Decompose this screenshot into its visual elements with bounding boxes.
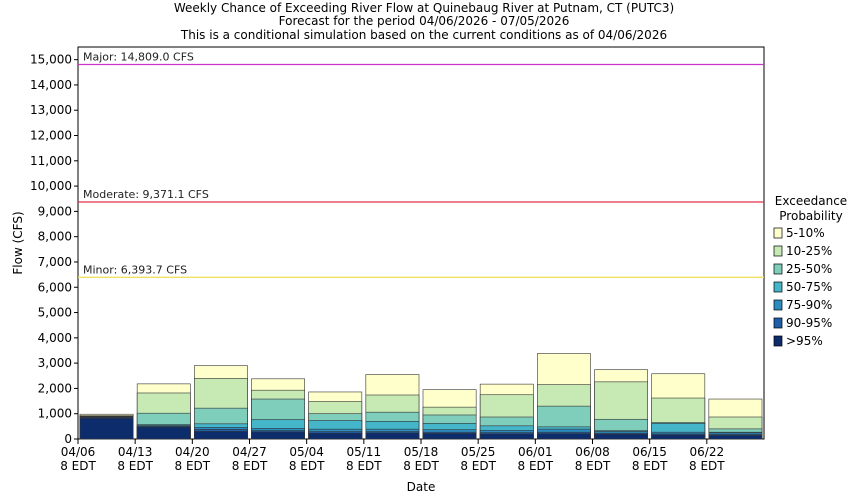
chart-title-line-2: Forecast for the period 04/06/2026 - 07/… [279, 14, 570, 28]
legend-swatch [773, 227, 783, 239]
legend-swatch [773, 263, 783, 275]
x-tick-label: 06/01 [518, 445, 553, 459]
x-tick-label: 04/06 [61, 445, 96, 459]
y-tick-label: 6,000 [38, 280, 72, 294]
x-tick-sublabel: 8 EDT [289, 459, 325, 473]
bar-05-25-95 [479, 433, 534, 440]
legend-title-line-1: Exceedance [775, 194, 847, 208]
bar-04-13-95 [136, 426, 191, 440]
legend-label: 5-10% [786, 226, 825, 240]
legend-label: 50-75% [786, 280, 832, 294]
bar-04-20-95 [194, 431, 248, 440]
legend-swatch [773, 281, 783, 293]
bar-05-04-95 [308, 432, 363, 440]
bar-05-18-95 [422, 433, 477, 440]
y-tick-label: 5,000 [38, 306, 72, 320]
chart-title-line-1: Weekly Chance of Exceeding River Flow at… [174, 1, 674, 15]
plot-area [77, 46, 765, 440]
x-tick-label: 06/15 [632, 445, 667, 459]
legend-label: >95% [786, 334, 823, 348]
y-tick-label: 14,000 [30, 78, 72, 92]
x-tick-sublabel: 8 EDT [175, 459, 211, 473]
x-tick-sublabel: 8 EDT [460, 459, 496, 473]
y-tick-label: 7,000 [38, 255, 72, 269]
x-tick-sublabel: 8 EDT [346, 459, 382, 473]
y-axis-label: Flow (CFS) [11, 211, 25, 274]
bar-06-01-95 [537, 433, 591, 440]
x-tick-sublabel: 8 EDT [689, 459, 725, 473]
reference-lines: Major: 14,809.0 CFS Moderate: 9,371.1 CFS… [78, 50, 764, 278]
chart-title-line-3: This is a conditional simulation based o… [180, 28, 667, 42]
x-tick-label: 05/18 [404, 445, 439, 459]
x-tick-label: 04/20 [175, 445, 210, 459]
x-tick-label: 05/11 [347, 445, 382, 459]
x-tick-label: 06/08 [575, 445, 610, 459]
chart-title: Weekly Chance of Exceeding River Flow at… [174, 1, 674, 42]
y-tick-label: 8,000 [38, 230, 72, 244]
bars [79, 353, 763, 440]
bar-04-27-95 [251, 431, 305, 440]
legend: Exceedance Probability 5-10% 10-25% 25-50%… [773, 194, 847, 348]
y-tick-label: 15,000 [30, 53, 72, 67]
legend-label: 90-95% [786, 316, 832, 330]
legend-label: 10-25% [786, 244, 832, 258]
bar-06-22-95 [708, 435, 763, 440]
x-tick-label: 05/04 [289, 445, 324, 459]
reference-line-label-1: Moderate: 9,371.1 CFS [83, 188, 209, 201]
legend-swatch [773, 317, 783, 329]
bar-06-08-95 [594, 433, 648, 440]
x-tick-label: 05/25 [461, 445, 496, 459]
y-axis: 0 1,000 2,000 3,000 4,000 5,000 6,000 7,000 8,00… [30, 53, 78, 446]
y-tick-label: 0 [64, 432, 72, 446]
bar-06-15-95 [651, 434, 706, 440]
legend-swatch [773, 299, 783, 311]
x-tick-sublabel: 8 EDT [232, 459, 268, 473]
y-tick-label: 4,000 [38, 331, 72, 345]
x-axis-label: Date [407, 480, 436, 494]
y-tick-label: 12,000 [30, 129, 72, 143]
y-tick-label: 2,000 [38, 381, 72, 395]
bar-04-06-95 [79, 417, 134, 440]
reference-line-label-2: Minor: 6,393.7 CFS [83, 263, 187, 276]
legend-label: 25-50% [786, 262, 832, 276]
y-tick-label: 10,000 [30, 179, 72, 193]
bar-05-11-95 [365, 432, 420, 440]
x-tick-label: 04/13 [118, 445, 153, 459]
x-tick-sublabel: 8 EDT [60, 459, 96, 473]
x-tick-sublabel: 8 EDT [403, 459, 439, 473]
x-tick-sublabel: 8 EDT [575, 459, 611, 473]
legend-label: 75-90% [786, 298, 832, 312]
y-tick-label: 11,000 [30, 154, 72, 168]
y-tick-label: 1,000 [38, 407, 72, 421]
y-tick-label: 9,000 [38, 204, 72, 218]
legend-title-line-2: Probability [779, 209, 842, 223]
x-tick-sublabel: 8 EDT [632, 459, 668, 473]
y-tick-label: 13,000 [30, 103, 72, 117]
x-tick-label: 06/22 [690, 445, 725, 459]
x-tick-label: 04/27 [232, 445, 267, 459]
x-tick-sublabel: 8 EDT [117, 459, 153, 473]
legend-swatch [773, 245, 783, 257]
x-tick-sublabel: 8 EDT [518, 459, 554, 473]
legend-swatch [773, 335, 783, 347]
reference-line-label-0: Major: 14,809.0 CFS [83, 50, 194, 63]
y-tick-label: 3,000 [38, 356, 72, 370]
